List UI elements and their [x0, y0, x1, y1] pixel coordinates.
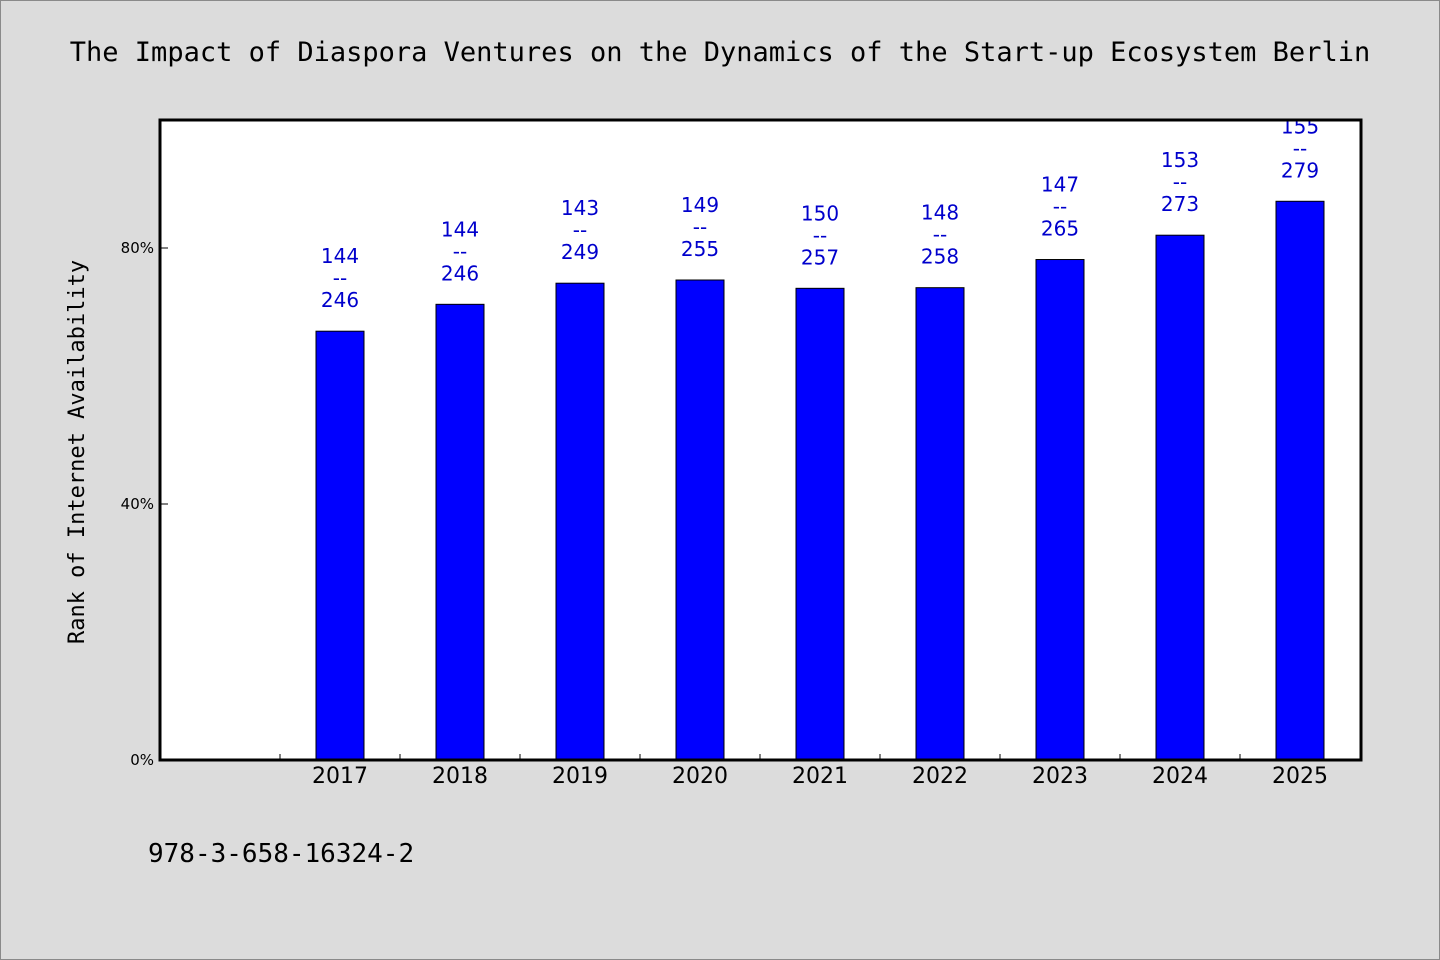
data-label: -- [933, 223, 947, 247]
data-label: 257 [801, 245, 839, 269]
data-label: -- [1293, 136, 1307, 160]
data-label: 143 [561, 196, 599, 220]
data-label: 155 [1281, 114, 1319, 138]
bar-2021 [795, 287, 845, 761]
data-label: 144 [321, 244, 359, 268]
data-label: 144 [441, 217, 479, 241]
data-label: -- [1173, 170, 1187, 194]
data-label: 153 [1161, 148, 1199, 172]
x-tick-label: 2022 [912, 764, 968, 789]
x-tick-label: 2019 [552, 764, 608, 789]
data-label: 279 [1281, 158, 1319, 182]
bars-layer [315, 200, 1325, 761]
data-label: 265 [1041, 217, 1079, 241]
data-label: 249 [561, 240, 599, 264]
y-axis: 0% 40% 80% [121, 239, 168, 769]
data-label: 148 [921, 201, 959, 225]
data-label: 149 [681, 193, 719, 217]
chart-title: The Impact of Diaspora Ventures on the D… [70, 37, 1370, 68]
x-tick-label: 2024 [1152, 764, 1208, 789]
data-label: 147 [1041, 173, 1079, 197]
bar-2023 [1035, 259, 1085, 761]
x-tick-label: 2025 [1272, 764, 1328, 789]
x-tick-label: 2020 [672, 764, 728, 789]
bar-2019 [555, 282, 605, 761]
data-label: -- [453, 239, 467, 263]
data-label: -- [693, 215, 707, 239]
data-labels-layer: 144--246144--246143--249149--255150--257… [321, 114, 1319, 312]
x-tick-label: 2023 [1032, 764, 1088, 789]
y-tick-label: 40% [121, 495, 154, 513]
data-label: -- [1053, 195, 1067, 219]
data-label: 150 [801, 201, 839, 225]
data-label: -- [573, 218, 587, 242]
bar-2020 [675, 279, 725, 761]
x-tick-label: 2017 [312, 764, 368, 789]
bar-2025 [1275, 200, 1325, 761]
bar-2024 [1155, 234, 1205, 761]
bar-2022 [915, 287, 965, 761]
x-tick-label: 2018 [432, 764, 488, 789]
data-label: 246 [441, 261, 479, 285]
data-label: 273 [1161, 192, 1199, 216]
data-label: 246 [321, 288, 359, 312]
data-label: 255 [681, 237, 719, 261]
y-tick-label: 0% [130, 751, 154, 769]
x-tick-label: 2021 [792, 764, 848, 789]
y-tick-label: 80% [121, 239, 154, 257]
bar-2017 [315, 330, 365, 761]
isbn-footer: 978-3-658-16324-2 [148, 839, 414, 869]
data-label: 258 [921, 245, 959, 269]
y-axis-title: Rank of Internet Availability [65, 260, 90, 644]
bar-2018 [435, 303, 485, 761]
data-label: -- [813, 223, 827, 247]
x-axis: 2017 2018 2019 2020 2021 2022 2023 2024 2025 [279, 754, 1328, 789]
data-label: -- [333, 266, 347, 290]
